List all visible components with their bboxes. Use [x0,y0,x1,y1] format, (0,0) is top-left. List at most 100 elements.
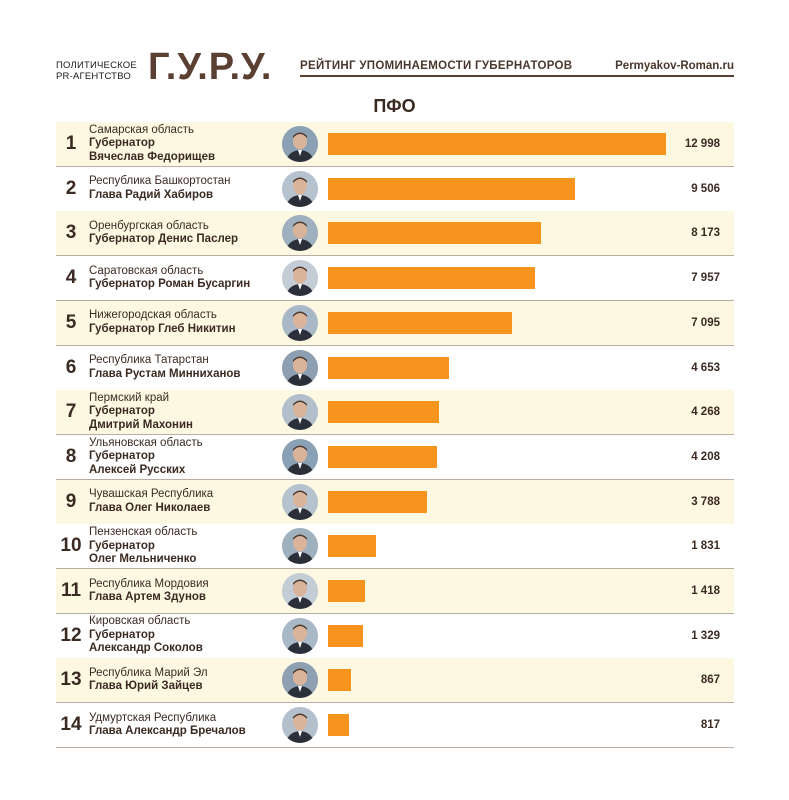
governor-info: Удмуртская Республика Глава Александр Бре… [89,703,279,747]
value-label: 4 653 [691,361,720,374]
governor-name: Губернатор [89,137,155,150]
value-label: 1 329 [691,629,720,642]
governor-info: Ульяновская область Губернатор Алексей Рус… [89,435,279,479]
table-row: 3 Оренбургская область Губернатор Денис Па… [56,211,734,257]
portrait-avatar [282,573,318,609]
governor-info: Пензенская область Губернатор Олег Мельнич… [89,524,279,568]
agency-line-2: PR-АГЕНТСТВО [56,71,131,82]
rank-number: 9 [65,490,77,512]
governor-name: Глава Рустам Минниханов [89,367,241,380]
governor-name: Вячеслав Федорищев [89,150,216,163]
governor-name: Губернатор Роман Бусаргин [89,278,251,291]
governor-info: Республика Башкортостан Глава Радий Хабир… [89,167,279,211]
region-name: Самарская область [89,123,194,136]
governor-info: Оренбургская область Губернатор Денис Пас… [89,211,279,255]
region-name: Ульяновская область [89,436,203,449]
governor-name: Губернатор [89,450,155,463]
governor-name: Дмитрий Махонин [89,418,193,431]
portrait-avatar [282,483,318,520]
table-row: 5 Нижегородская область Губернатор Глеб Ни… [56,300,734,346]
region-name: Саратовская область [89,264,204,277]
governor-info: Самарская область Губернатор Вячеслав Федо… [89,122,279,166]
portrait-avatar [282,662,318,699]
region-name: Пензенская область [89,526,198,539]
governor-name: Алексей Русских [89,463,186,476]
rank-number: 13 [60,669,82,691]
governor-info: Республика Мордовия Глава Артем Здунов [89,569,279,613]
table-row: 10 Пензенская область Губернатор Олег Мельн… [56,524,734,570]
table-row: 4 Саратовская область Губернатор Роман Бус… [56,256,734,302]
rank-number: 5 [65,311,77,333]
rank-number: 1 [65,133,77,154]
table-row: 8 Ульяновская область Губернатор Алексей Ру… [56,434,734,480]
rank-number: 3 [65,222,77,244]
portrait-avatar [282,304,318,341]
site-link[interactable]: Permyakov-Roman.ru [615,60,734,72]
chart-title: ПФО [373,96,416,116]
value-label: 867 [700,674,720,687]
table-row: 1 Самарская область Губернатор Вячеслав Фед… [56,122,734,167]
header: ПОЛИТИЧЕСКОЕ PR-АГЕНТСТВО Г.У.Р.У. РЕЙТИ… [56,46,734,90]
region-name: Оренбургская область [89,219,209,232]
rank-number: 8 [65,445,77,467]
governor-name: Глава Артем Здунов [89,591,206,603]
rank-number: 12 [60,624,82,646]
rank-number: 7 [65,401,77,423]
region-name: Республика Мордовия [89,577,209,590]
value-bar [328,580,365,602]
value-label: 4 268 [691,406,720,419]
region-name: Пермский край [89,391,170,404]
governor-name: Глава Юрий Зайцев [89,680,203,693]
governor-name: Глава Олег Николаев [89,501,211,514]
portrait-avatar [282,349,318,386]
governor-info: Пермский край Губернатор Дмитрий Махонин [89,390,279,434]
region-name: Республика Башкортостан [89,175,231,188]
rank-number: 11 [60,580,82,601]
table-row: 13 Республика Марий Эл Глава Юрий Зайцев 86… [56,658,734,704]
value-label: 1 418 [691,585,720,597]
table-row: 7 Пермский край Губернатор Дмитрий Махонин 4… [56,390,734,436]
value-bar [328,490,427,513]
value-bar [328,267,535,290]
value-label: 7 957 [691,272,720,285]
rank-number: 2 [65,177,77,199]
value-bar [328,401,439,424]
value-bar [328,222,541,245]
agency-line-1: ПОЛИТИЧЕСКОЕ [56,60,137,71]
governor-info: Республика Татарстан Глава Рустам Минниха… [89,346,279,390]
value-bar [328,535,376,558]
agency-label: ПОЛИТИЧЕСКОЕ PR-АГЕНТСТВО [56,60,137,82]
governor-info: Саратовская область Губернатор Роман Буса… [89,256,279,300]
value-bar [328,133,666,155]
governor-info: Республика Марий Эл Глава Юрий Зайцев [89,658,279,702]
portrait-avatar [282,126,318,162]
rank-number: 14 [60,714,82,736]
portrait-avatar [282,394,318,431]
portrait-avatar [282,170,318,207]
governor-name: Александр Соколов [89,642,203,655]
portrait-avatar [282,617,318,654]
value-label: 9 506 [691,182,720,195]
rating-title: РЕЙТИНГ УПОМИНАЕМОСТИ ГУБЕРНАТОРОВ [300,60,573,72]
rank-number: 6 [65,356,77,378]
value-bar [328,356,449,379]
header-divider [300,75,734,77]
value-label: 3 788 [691,495,720,508]
value-bar [328,669,351,692]
brand-logo: Г.У.Р.У. [148,46,273,88]
value-label: 8 173 [691,227,720,240]
governor-name: Губернатор [89,539,155,552]
governor-name: Олег Мельниченко [89,553,197,566]
value-label: 7 095 [691,316,720,329]
region-name: Удмуртская Республика [89,711,217,724]
value-bar [328,714,350,737]
table-row: 2 Республика Башкортостан Глава Радий Хаби… [56,166,734,212]
table-row: 14 Удмуртская Республика Глава Александр Б… [56,703,734,749]
portrait-avatar [282,215,318,252]
table-row: 6 Республика Татарстан Глава Рустам Минних… [56,345,734,391]
value-label: 1 831 [691,540,720,553]
region-name: Кировская область [89,615,191,628]
table-row: 12 Кировская область Губернатор Александр С… [56,613,734,659]
portrait-avatar [282,707,318,744]
value-bar [328,311,513,334]
